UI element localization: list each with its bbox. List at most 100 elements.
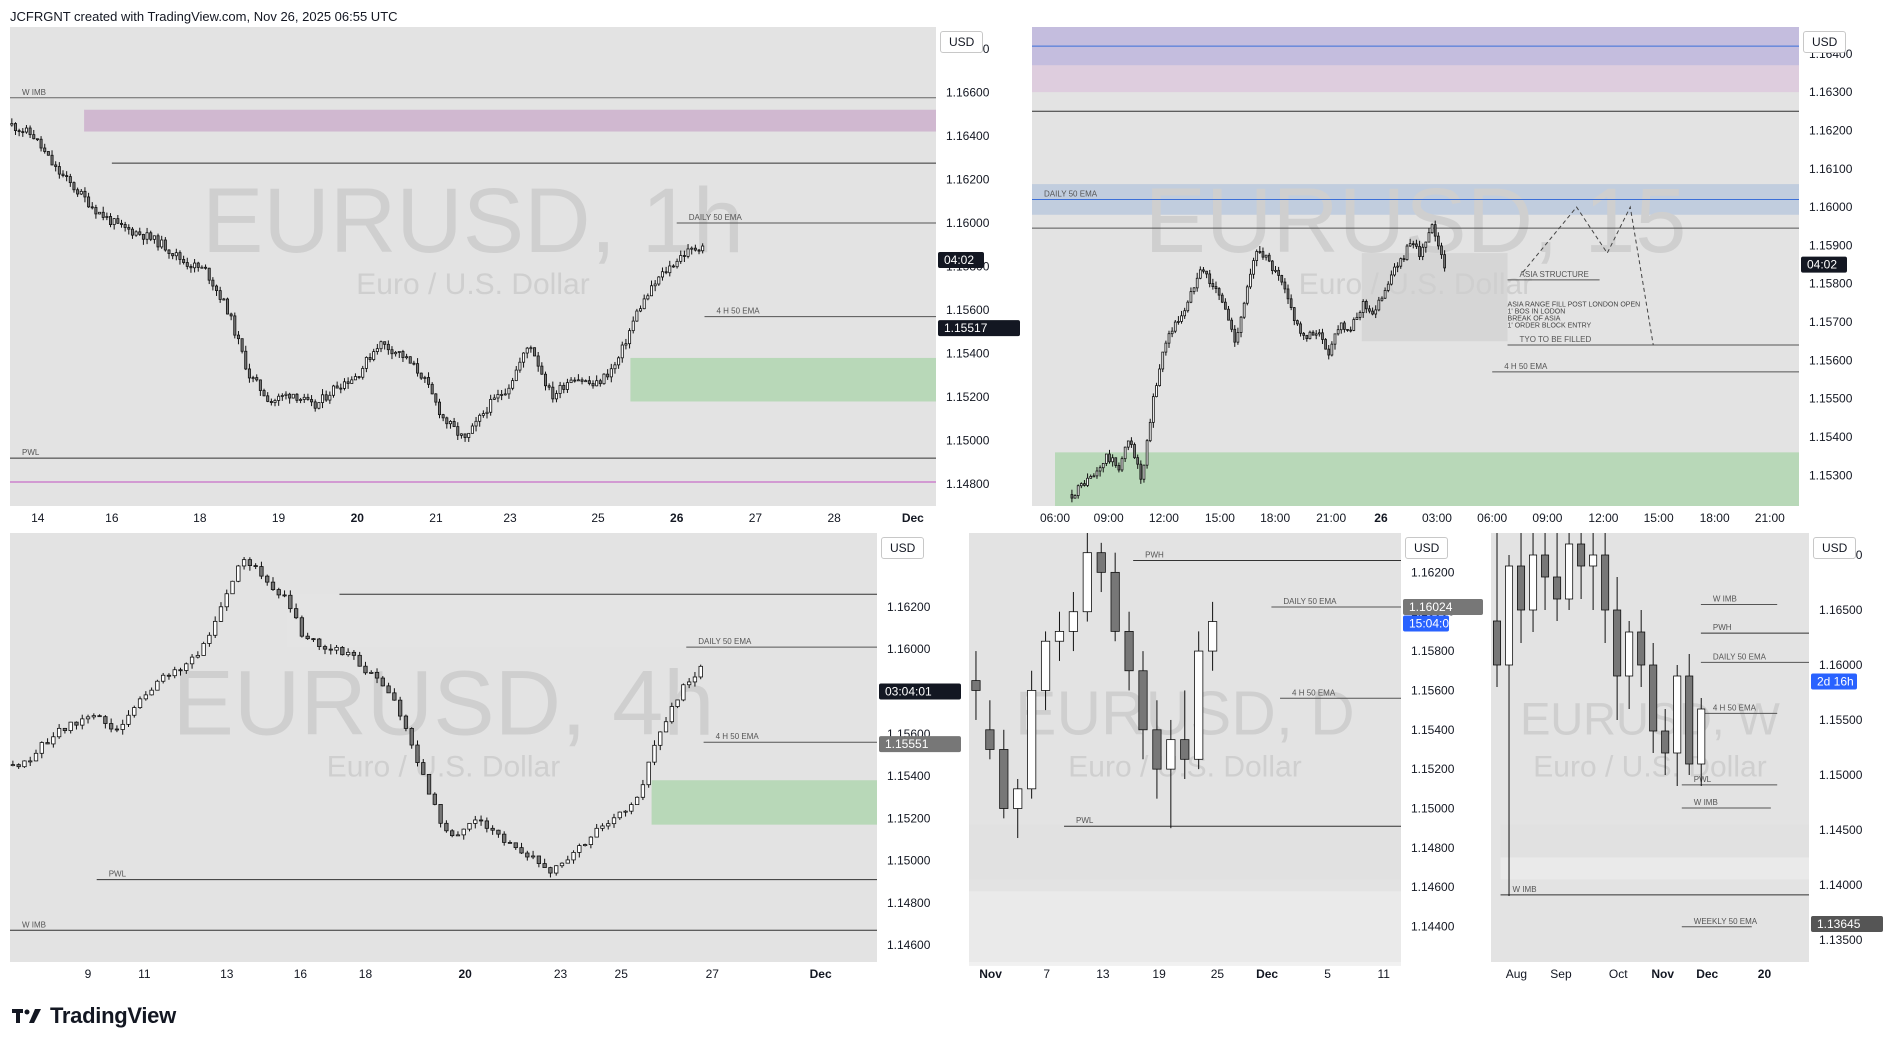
candle — [247, 557, 253, 571]
candle-body — [559, 862, 565, 867]
last-price-badge — [938, 320, 1020, 337]
candle — [1027, 670, 1037, 799]
candle — [380, 676, 385, 687]
candle — [507, 384, 511, 399]
candle — [698, 664, 703, 680]
y-tick-label: 1.16000 — [887, 642, 931, 656]
currency-badge[interactable]: USD — [1813, 537, 1857, 559]
candle — [600, 823, 605, 832]
x-tick-label: 21 — [429, 511, 443, 525]
candle-body — [350, 379, 354, 384]
candle-body — [335, 385, 339, 389]
candle — [594, 823, 599, 838]
tradingview-logo[interactable]: TradingView — [12, 1003, 176, 1029]
candle — [481, 410, 485, 418]
candle — [305, 632, 310, 640]
chart-panel-eurusd-15m[interactable]: EURUSD, 15 Euro / U.S. Dollar DAILY 50 EMA… — [1032, 27, 1887, 530]
currency-badge[interactable]: USD — [1803, 31, 1847, 53]
currency-badge[interactable]: USD — [940, 31, 984, 53]
candle-body — [1396, 265, 1399, 268]
candle — [21, 128, 25, 137]
x-tick-label: 21:00 — [1316, 511, 1346, 525]
chart-panel-eurusd-daily[interactable]: EURUSD, D Euro / U.S. Dollar PWH DAILY 50 E… — [969, 533, 1487, 986]
candle-body — [390, 349, 394, 355]
candle — [478, 815, 484, 826]
candle — [204, 264, 208, 270]
annotation-text: BREAK OF ASIA — [1508, 316, 1561, 323]
candle — [1233, 325, 1237, 347]
candle — [1227, 305, 1230, 321]
candle — [584, 379, 588, 383]
candle-body — [408, 356, 412, 364]
candle-body — [134, 231, 138, 236]
candle — [1161, 351, 1165, 373]
candle — [1424, 241, 1428, 253]
candle — [419, 372, 423, 380]
candle-body — [62, 727, 68, 732]
candle — [334, 644, 339, 655]
candle-body — [1321, 332, 1324, 340]
candle — [295, 393, 299, 403]
candle-body — [101, 211, 105, 218]
candle-body — [353, 376, 357, 381]
candle — [383, 341, 387, 350]
candle — [265, 574, 270, 586]
candle-body — [1152, 396, 1155, 423]
candle-body — [565, 382, 569, 390]
candle-body — [185, 262, 189, 267]
x-tick-label: 21:00 — [1755, 511, 1785, 525]
candle-body — [543, 373, 547, 387]
candle — [701, 243, 705, 254]
candle — [120, 719, 125, 735]
candle-body — [374, 671, 380, 679]
candle — [328, 644, 333, 655]
x-tick-label: 23 — [503, 511, 517, 525]
candle — [473, 815, 478, 829]
candle — [1148, 418, 1152, 443]
candle — [1142, 464, 1146, 483]
candle-body — [282, 594, 287, 597]
candle — [116, 215, 120, 224]
candle-body — [444, 822, 449, 832]
candle-body — [502, 833, 507, 843]
candle — [1339, 322, 1343, 334]
chart-panel-eurusd-4h[interactable]: EURUSD, 4h Euro / U.S. Dollar DAILY 50 EMA… — [10, 533, 965, 986]
price-zone — [1500, 857, 1809, 880]
candle — [1183, 307, 1187, 319]
chart-panel-eurusd-weekly[interactable]: EURUSD, W Euro / U.S. Dollar W IMB PWH DAILY… — [1491, 533, 1887, 986]
candle — [1152, 700, 1162, 799]
candle — [311, 638, 316, 642]
chart-panel-eurusd-1h[interactable]: EURUSD, 1h Euro / U.S. Dollar W IMB DAILY 5… — [10, 27, 1024, 530]
candle-body — [1314, 333, 1318, 336]
x-tick-label: 28 — [827, 511, 841, 525]
x-tick-label: 19 — [272, 511, 286, 525]
candle — [650, 280, 653, 297]
time-axis-background — [10, 962, 877, 986]
candle-body — [1198, 269, 1202, 279]
y-tick-label: 1.16200 — [1809, 123, 1853, 137]
candle — [441, 413, 445, 422]
y-tick-label: 1.14800 — [946, 477, 990, 491]
candle-body — [1152, 729, 1162, 770]
candle — [253, 563, 258, 570]
candle-body — [184, 663, 189, 671]
candle-body — [1405, 245, 1409, 261]
currency-badge[interactable]: USD — [881, 537, 925, 559]
candle-body — [437, 401, 441, 416]
candle — [10, 760, 16, 767]
candle-body — [1208, 621, 1218, 652]
candle-body — [152, 235, 156, 240]
candle-body — [1208, 273, 1212, 284]
currency-badge[interactable]: USD — [1405, 537, 1449, 559]
candle — [591, 380, 595, 389]
y-tick-label: 1.14800 — [1411, 841, 1455, 855]
candle — [386, 682, 391, 694]
candle — [1577, 533, 1586, 599]
candle-body — [1673, 675, 1682, 754]
candle — [1138, 651, 1148, 760]
candle — [97, 714, 102, 718]
candle — [660, 267, 664, 281]
candle — [1198, 266, 1202, 280]
candle-body — [511, 380, 515, 389]
